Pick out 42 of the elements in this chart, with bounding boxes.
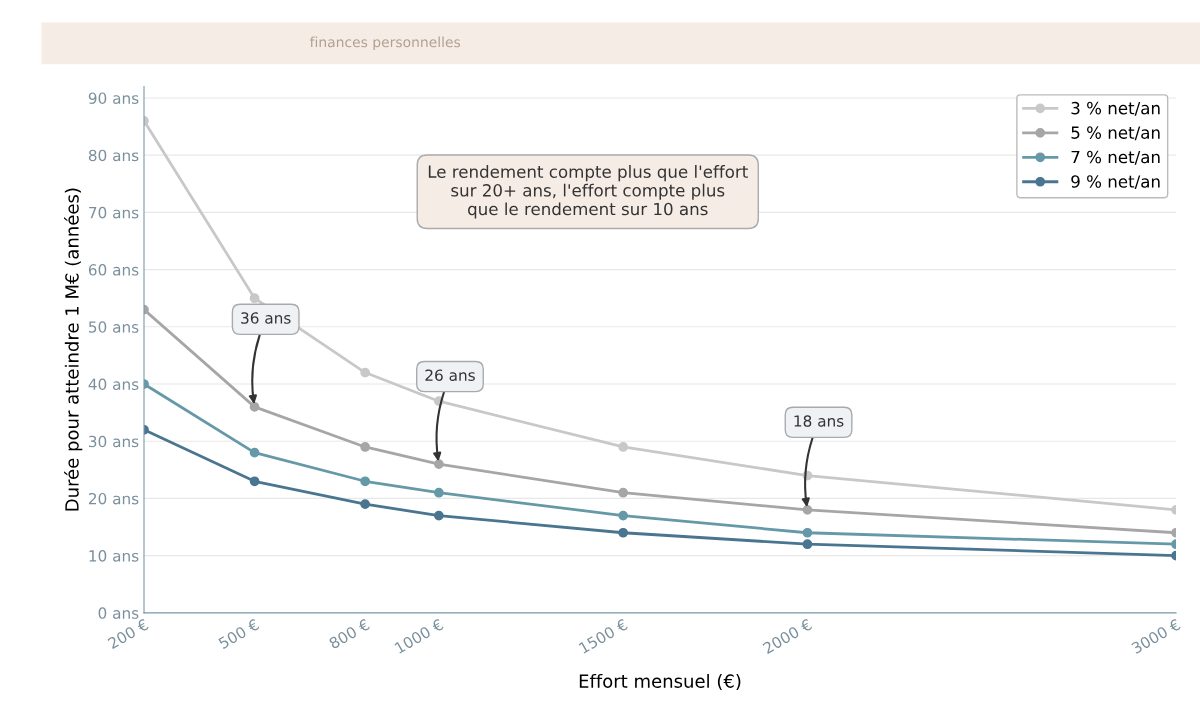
y-tick-label: 90 ans xyxy=(88,92,139,104)
x-tick-label: 500 € xyxy=(217,618,260,650)
point xyxy=(360,367,371,378)
point xyxy=(433,510,444,521)
chart-subtitle: finances personnelles xyxy=(309,36,461,50)
point xyxy=(249,476,260,487)
point xyxy=(360,442,371,452)
annotation: 36 ans xyxy=(241,312,291,324)
legend-label: 5 % net/an xyxy=(1071,126,1160,141)
y-tick-label: 60 ans xyxy=(88,264,139,276)
y-tick-label: 50 ans xyxy=(89,321,139,333)
point xyxy=(618,510,629,521)
y-tick-label: 0 ans xyxy=(98,607,139,619)
point xyxy=(249,402,260,412)
point xyxy=(618,527,629,538)
point xyxy=(802,505,813,515)
y-tick-label: 10 ans xyxy=(89,550,139,562)
point xyxy=(249,447,260,458)
point xyxy=(802,527,813,538)
y-axis-title: Durée pour atteindre 1 M€ (années) xyxy=(64,188,83,511)
y-tick-label: 40 ans xyxy=(88,378,139,391)
y-tick-label: 70 ans xyxy=(89,206,139,219)
point xyxy=(433,487,444,498)
legend-label: 7 % net/an xyxy=(1071,150,1160,165)
point xyxy=(433,459,444,469)
point xyxy=(360,499,371,510)
y-tick-label: 30 ans xyxy=(89,435,139,448)
annotation: 26 ans xyxy=(425,369,475,381)
point xyxy=(618,442,629,452)
annotation: 18 ans xyxy=(794,415,844,427)
y-tick-label: 80 ans xyxy=(88,149,139,162)
x-tick-label: 800 € xyxy=(328,618,371,650)
point xyxy=(249,293,260,304)
legend-label: 3 % net/an xyxy=(1071,101,1160,116)
x-axis-title: Effort mensuel (€) xyxy=(579,673,741,691)
point xyxy=(618,487,629,498)
point xyxy=(360,476,371,487)
y-tick-label: 20 ans xyxy=(88,492,139,505)
point xyxy=(802,539,813,550)
annotation: Le rendement compte plus que l'effort sur 20+ ans, l'effort compte plus que le rendement sur 10 ans xyxy=(428,165,748,219)
x-tick-label: 200 € xyxy=(107,618,150,650)
legend-label: 9 % net/an xyxy=(1071,175,1160,190)
